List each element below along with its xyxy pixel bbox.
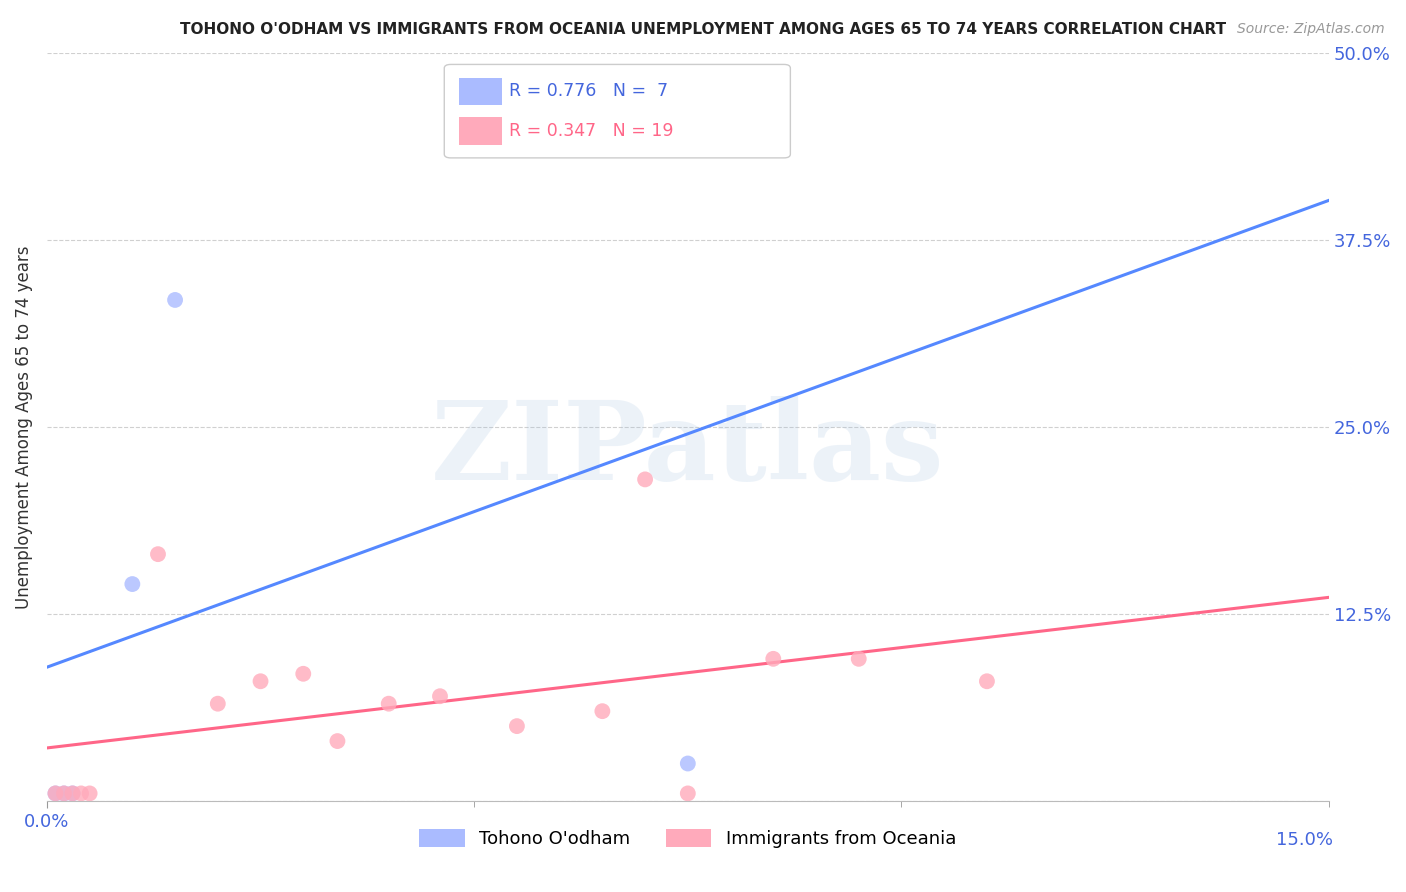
Point xyxy=(506,719,529,733)
Point xyxy=(79,786,101,800)
Point xyxy=(676,786,699,800)
Point xyxy=(62,786,84,800)
Point xyxy=(292,666,315,681)
Point xyxy=(523,128,546,143)
Text: ZIPatlas: ZIPatlas xyxy=(432,396,945,503)
Text: Source: ZipAtlas.com: Source: ZipAtlas.com xyxy=(1237,22,1385,37)
Text: TOHONO O'ODHAM VS IMMIGRANTS FROM OCEANIA UNEMPLOYMENT AMONG AGES 65 TO 74 YEARS: TOHONO O'ODHAM VS IMMIGRANTS FROM OCEANI… xyxy=(180,22,1226,37)
Text: R = 0.347   N = 19: R = 0.347 N = 19 xyxy=(509,122,673,140)
FancyBboxPatch shape xyxy=(458,78,502,105)
Legend: Tohono O'odham, Immigrants from Oceania: Tohono O'odham, Immigrants from Oceania xyxy=(412,822,963,855)
Point xyxy=(53,786,76,800)
Point xyxy=(429,690,451,704)
Point xyxy=(165,293,187,307)
Point xyxy=(634,472,657,486)
Point xyxy=(676,756,699,771)
Point xyxy=(62,786,84,800)
Text: R = 0.776   N =  7: R = 0.776 N = 7 xyxy=(509,82,668,101)
Point xyxy=(44,786,66,800)
Point xyxy=(121,577,143,591)
FancyBboxPatch shape xyxy=(444,64,790,158)
Text: 15.0%: 15.0% xyxy=(1275,831,1333,849)
Point xyxy=(207,697,229,711)
Point xyxy=(976,674,998,689)
Point xyxy=(326,734,349,748)
Point xyxy=(44,786,66,800)
Point xyxy=(70,786,93,800)
Point xyxy=(249,674,271,689)
Point xyxy=(848,652,870,666)
Point xyxy=(146,547,169,561)
Y-axis label: Unemployment Among Ages 65 to 74 years: Unemployment Among Ages 65 to 74 years xyxy=(15,245,32,609)
Point xyxy=(762,652,785,666)
Point xyxy=(53,786,76,800)
Point xyxy=(377,697,399,711)
Point xyxy=(591,704,613,718)
FancyBboxPatch shape xyxy=(458,117,502,145)
